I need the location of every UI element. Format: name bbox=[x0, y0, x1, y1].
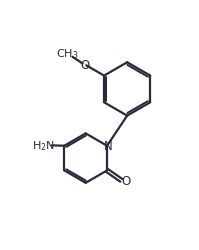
Text: O: O bbox=[121, 174, 130, 188]
Text: N: N bbox=[104, 139, 112, 152]
Text: CH$_3$: CH$_3$ bbox=[57, 47, 79, 60]
Text: O: O bbox=[81, 59, 90, 72]
Text: H$_2$N: H$_2$N bbox=[32, 139, 55, 153]
